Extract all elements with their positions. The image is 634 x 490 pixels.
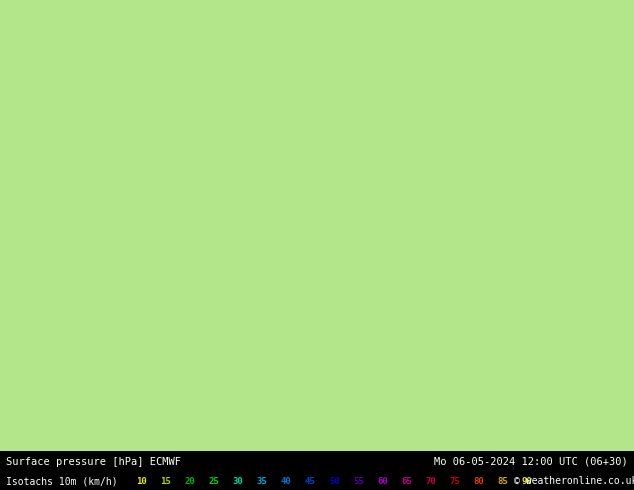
Text: 10: 10 <box>136 477 147 486</box>
Text: 30: 30 <box>233 477 243 486</box>
Text: 40: 40 <box>281 477 292 486</box>
Text: 25: 25 <box>209 477 219 486</box>
Text: Mo 06-05-2024 12:00 UTC (06+30): Mo 06-05-2024 12:00 UTC (06+30) <box>434 457 628 467</box>
Text: 20: 20 <box>184 477 195 486</box>
Text: 75: 75 <box>450 477 460 486</box>
Text: 80: 80 <box>474 477 484 486</box>
Text: 45: 45 <box>305 477 316 486</box>
Text: 60: 60 <box>377 477 388 486</box>
Text: 70: 70 <box>425 477 436 486</box>
Text: 15: 15 <box>160 477 171 486</box>
Text: 55: 55 <box>353 477 364 486</box>
Text: Isotachs 10m (km/h): Isotachs 10m (km/h) <box>6 476 118 487</box>
Text: 90: 90 <box>522 477 533 486</box>
Text: Surface pressure [hPa] ECMWF: Surface pressure [hPa] ECMWF <box>6 457 181 467</box>
Text: 85: 85 <box>498 477 508 486</box>
Text: 35: 35 <box>257 477 268 486</box>
Text: 65: 65 <box>401 477 412 486</box>
Text: 50: 50 <box>329 477 340 486</box>
Text: © weatheronline.co.uk: © weatheronline.co.uk <box>514 476 634 487</box>
